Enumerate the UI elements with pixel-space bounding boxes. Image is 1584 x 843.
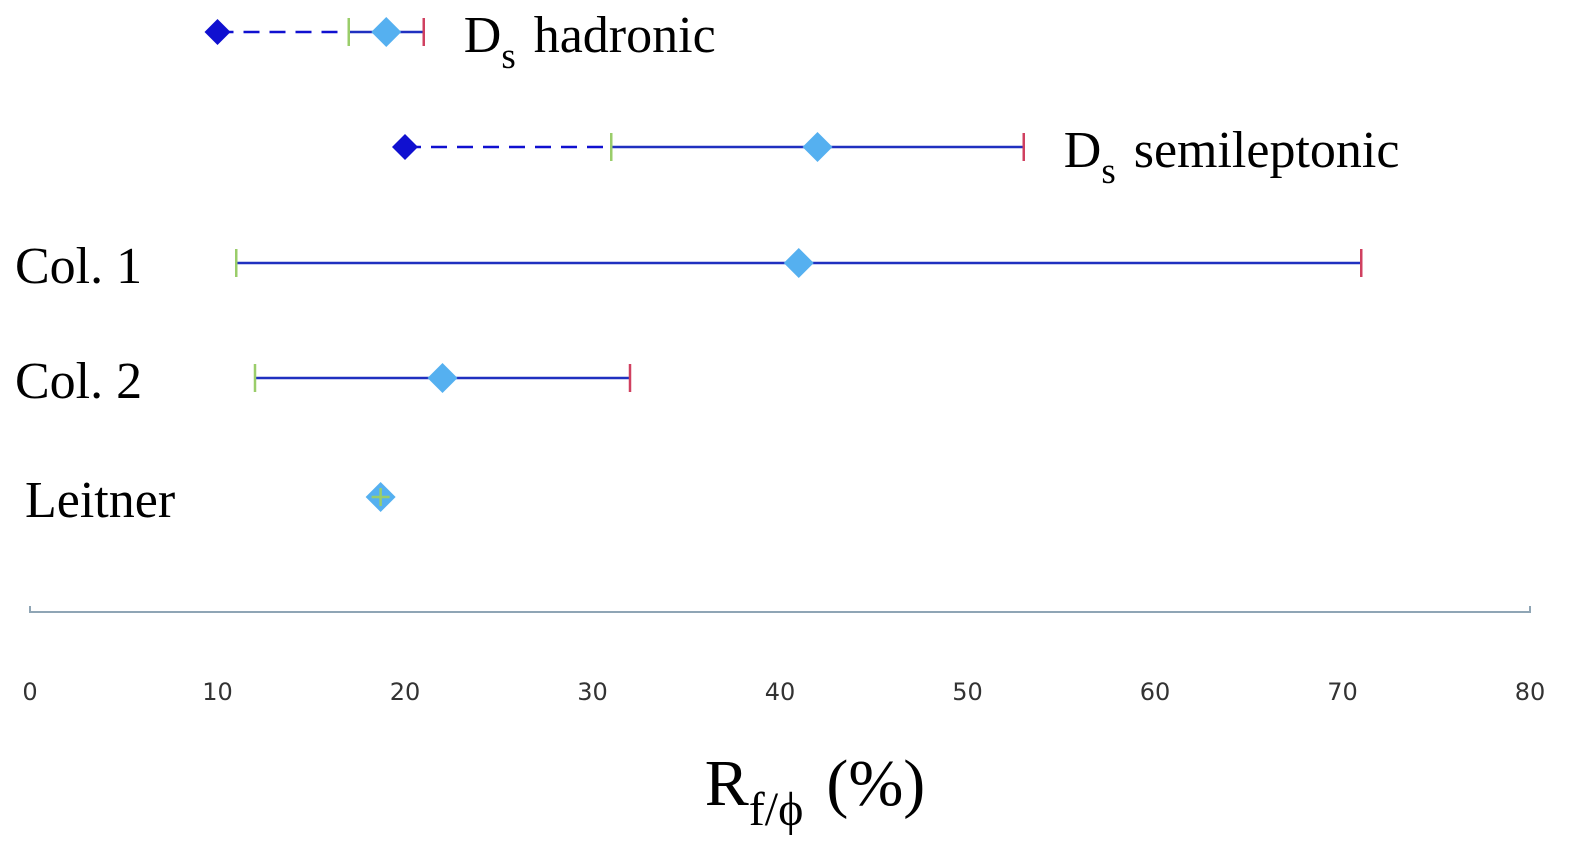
x-tick-label: 10 <box>202 678 233 706</box>
series-label: Col. 1 <box>15 238 142 295</box>
label-part: Leitner <box>25 472 175 529</box>
label-subscript: s <box>1101 151 1115 192</box>
label-part: semileptonic <box>1134 122 1400 179</box>
series-label: Leitner <box>25 472 175 529</box>
x-tick-label: 70 <box>1327 678 1358 706</box>
value-marker <box>783 248 814 278</box>
label-subscript: f/ϕ <box>749 783 804 836</box>
value-marker <box>371 17 402 47</box>
x-tick-label: 60 <box>1140 678 1171 706</box>
x-axis-line <box>29 606 1531 613</box>
series-label: Ds hadronic <box>464 7 716 77</box>
value-marker <box>802 132 833 162</box>
label-part: Col. 2 <box>15 353 142 410</box>
series-label: Ds semileptonic <box>1064 122 1400 192</box>
label-part: (%) <box>826 747 925 820</box>
series-label: Col. 2 <box>15 353 142 410</box>
label-subscript: s <box>501 36 515 77</box>
x-tick-label: 40 <box>765 678 796 706</box>
x-tick-label: 30 <box>577 678 608 706</box>
label-part: Col. 1 <box>15 238 142 295</box>
x-tick-label: 20 <box>390 678 421 706</box>
lower-limit-marker <box>204 19 231 45</box>
value-cross <box>371 488 390 506</box>
label-part: D <box>1064 122 1102 179</box>
label-part: D <box>464 7 502 64</box>
lower-limit-marker <box>392 134 418 160</box>
x-tick-label: 0 <box>22 678 37 706</box>
x-axis-title: Rf/ϕ (%) <box>705 747 926 836</box>
value-marker <box>427 363 458 393</box>
label-part: R <box>705 747 749 820</box>
label-part: hadronic <box>534 7 716 64</box>
x-tick-label: 80 <box>1515 678 1546 706</box>
x-tick-label: 50 <box>952 678 983 706</box>
